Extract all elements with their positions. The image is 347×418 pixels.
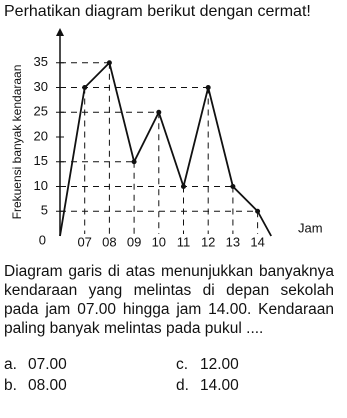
option-letter: a. [4,356,17,373]
point [205,85,211,90]
x-tick-label: 12 [201,234,215,249]
option-letter: c. [176,356,189,373]
title: Perhatikan diagram berikut dengan cermat… [4,3,311,20]
y-tick-label: 0 [39,232,46,247]
option-letter: b. [4,377,17,394]
y-tick-label: 10 [34,178,48,193]
point [106,60,112,66]
y-arrow [56,28,64,36]
point [131,159,137,165]
x-tick-label: 08 [102,234,116,249]
x-tick-label: 14 [250,234,264,249]
option: b. 08.00 [4,375,67,396]
point [230,184,236,189]
option: a. 07.00 [4,354,67,375]
y-tick-label: 20 [34,128,48,143]
option: d. 14.00 [176,375,239,396]
x-tick-label: 10 [152,234,166,249]
option-letter: d. [176,377,189,394]
option-text: 08.00 [28,377,67,394]
y-tick-label: 15 [34,153,48,168]
chart: Frekuensi banyak kendaraan Jam 0 5 10 15 20 25 3… [10,28,323,249]
point [255,208,261,214]
point [181,184,186,189]
y-tick-label: 30 [34,79,48,94]
point [156,109,162,115]
option-text: 14.00 [200,377,239,394]
y-tick-label: 35 [34,54,48,69]
y-tick-label: 25 [34,104,48,119]
y-tick-label: 5 [41,203,48,218]
x-tick-label: 11 [177,234,191,249]
line [59,60,272,237]
option-text: 07.00 [28,356,67,373]
x-axis-label: Jam [298,220,323,235]
option-text: 12.00 [200,356,239,373]
x-tick-label: 09 [127,234,141,249]
x-tick-label: 07 [77,234,91,249]
question: Diagram garis di atas menunjukkan banyak… [4,263,334,337]
x-tick-label: 13 [226,234,240,249]
y-axis-label: Frekuensi banyak kendaraan [10,65,24,220]
point [82,85,88,90]
option: c. 12.00 [176,354,239,375]
